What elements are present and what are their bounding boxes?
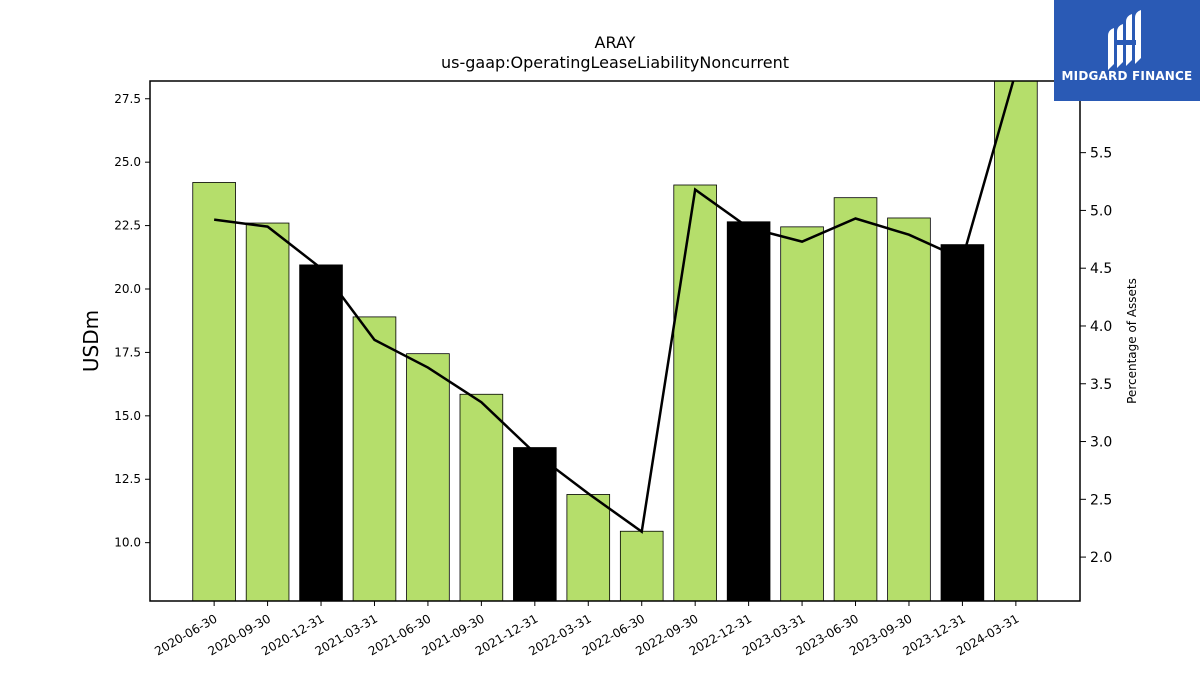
y-tick-label: 27.5 xyxy=(114,92,141,106)
bar-2021-12-31 xyxy=(513,447,557,601)
y-axis-label: USDm xyxy=(79,310,103,372)
plot-frame xyxy=(149,80,1081,602)
y-tick-label: 10.0 xyxy=(114,536,141,550)
bar-2020-09-30 xyxy=(245,222,290,601)
bar-2023-09-30 xyxy=(887,217,931,601)
y2-tick-label: 5.5 xyxy=(1090,146,1112,162)
bar-2022-12-31 xyxy=(726,221,771,601)
brand-name: MIDGARD FINANCE xyxy=(1061,69,1193,83)
logo-mark-icon xyxy=(1108,10,1141,70)
y2-tick-label: 4.5 xyxy=(1090,261,1112,277)
y2-axis-label: Percentage of Assets xyxy=(1125,278,1139,404)
bar-2022-03-31 xyxy=(566,494,611,601)
percentage-line xyxy=(213,81,1015,534)
chart-title: ARAY xyxy=(595,33,636,52)
left-axis: 10.0 12.5 15.0 17.5 20.0 22.5 25.0 27.5 xyxy=(114,92,150,550)
bar-2021-09-30 xyxy=(459,393,504,601)
y-tick-label: 20.0 xyxy=(114,282,141,296)
y2-tick-label: 4.0 xyxy=(1090,319,1112,335)
x-axis: 2020-06-302020-09-302020-12-312021-03-31… xyxy=(152,601,1021,658)
bar-2020-12-31 xyxy=(299,264,343,601)
y-tick-label: 25.0 xyxy=(114,155,141,169)
y2-tick-label: 3.0 xyxy=(1090,435,1112,451)
brand-logo: MIDGARD FINANCE xyxy=(1054,0,1200,101)
bar-2023-12-31 xyxy=(940,244,985,601)
y2-tick-label: 2.5 xyxy=(1090,492,1112,508)
bar-2022-06-30 xyxy=(619,530,664,601)
bar-2021-06-30 xyxy=(406,353,450,601)
bar-2022-09-30 xyxy=(673,184,717,601)
y-tick-label: 12.5 xyxy=(114,472,141,486)
bar-2021-03-31 xyxy=(352,316,397,601)
bar-2024-03-31 xyxy=(994,81,1038,601)
right-axis: 2.0 2.5 3.0 3.5 4.0 4.5 5.0 5.5 xyxy=(1080,146,1112,566)
y2-tick-label: 2.0 xyxy=(1090,550,1112,566)
bar-2023-06-30 xyxy=(833,197,878,601)
chart-subtitle: us-gaap:OperatingLeaseLiabilityNoncurren… xyxy=(441,53,789,72)
bars-layer xyxy=(192,81,1038,601)
y-tick-label: 15.0 xyxy=(114,409,141,423)
y2-tick-label: 3.5 xyxy=(1090,377,1112,393)
y-tick-label: 17.5 xyxy=(114,345,141,359)
bar-2020-06-30 xyxy=(192,182,236,601)
y-tick-label: 22.5 xyxy=(114,219,141,233)
line-layer xyxy=(213,81,1015,534)
bar-2023-03-31 xyxy=(780,226,824,601)
y2-tick-label: 5.0 xyxy=(1090,203,1112,219)
